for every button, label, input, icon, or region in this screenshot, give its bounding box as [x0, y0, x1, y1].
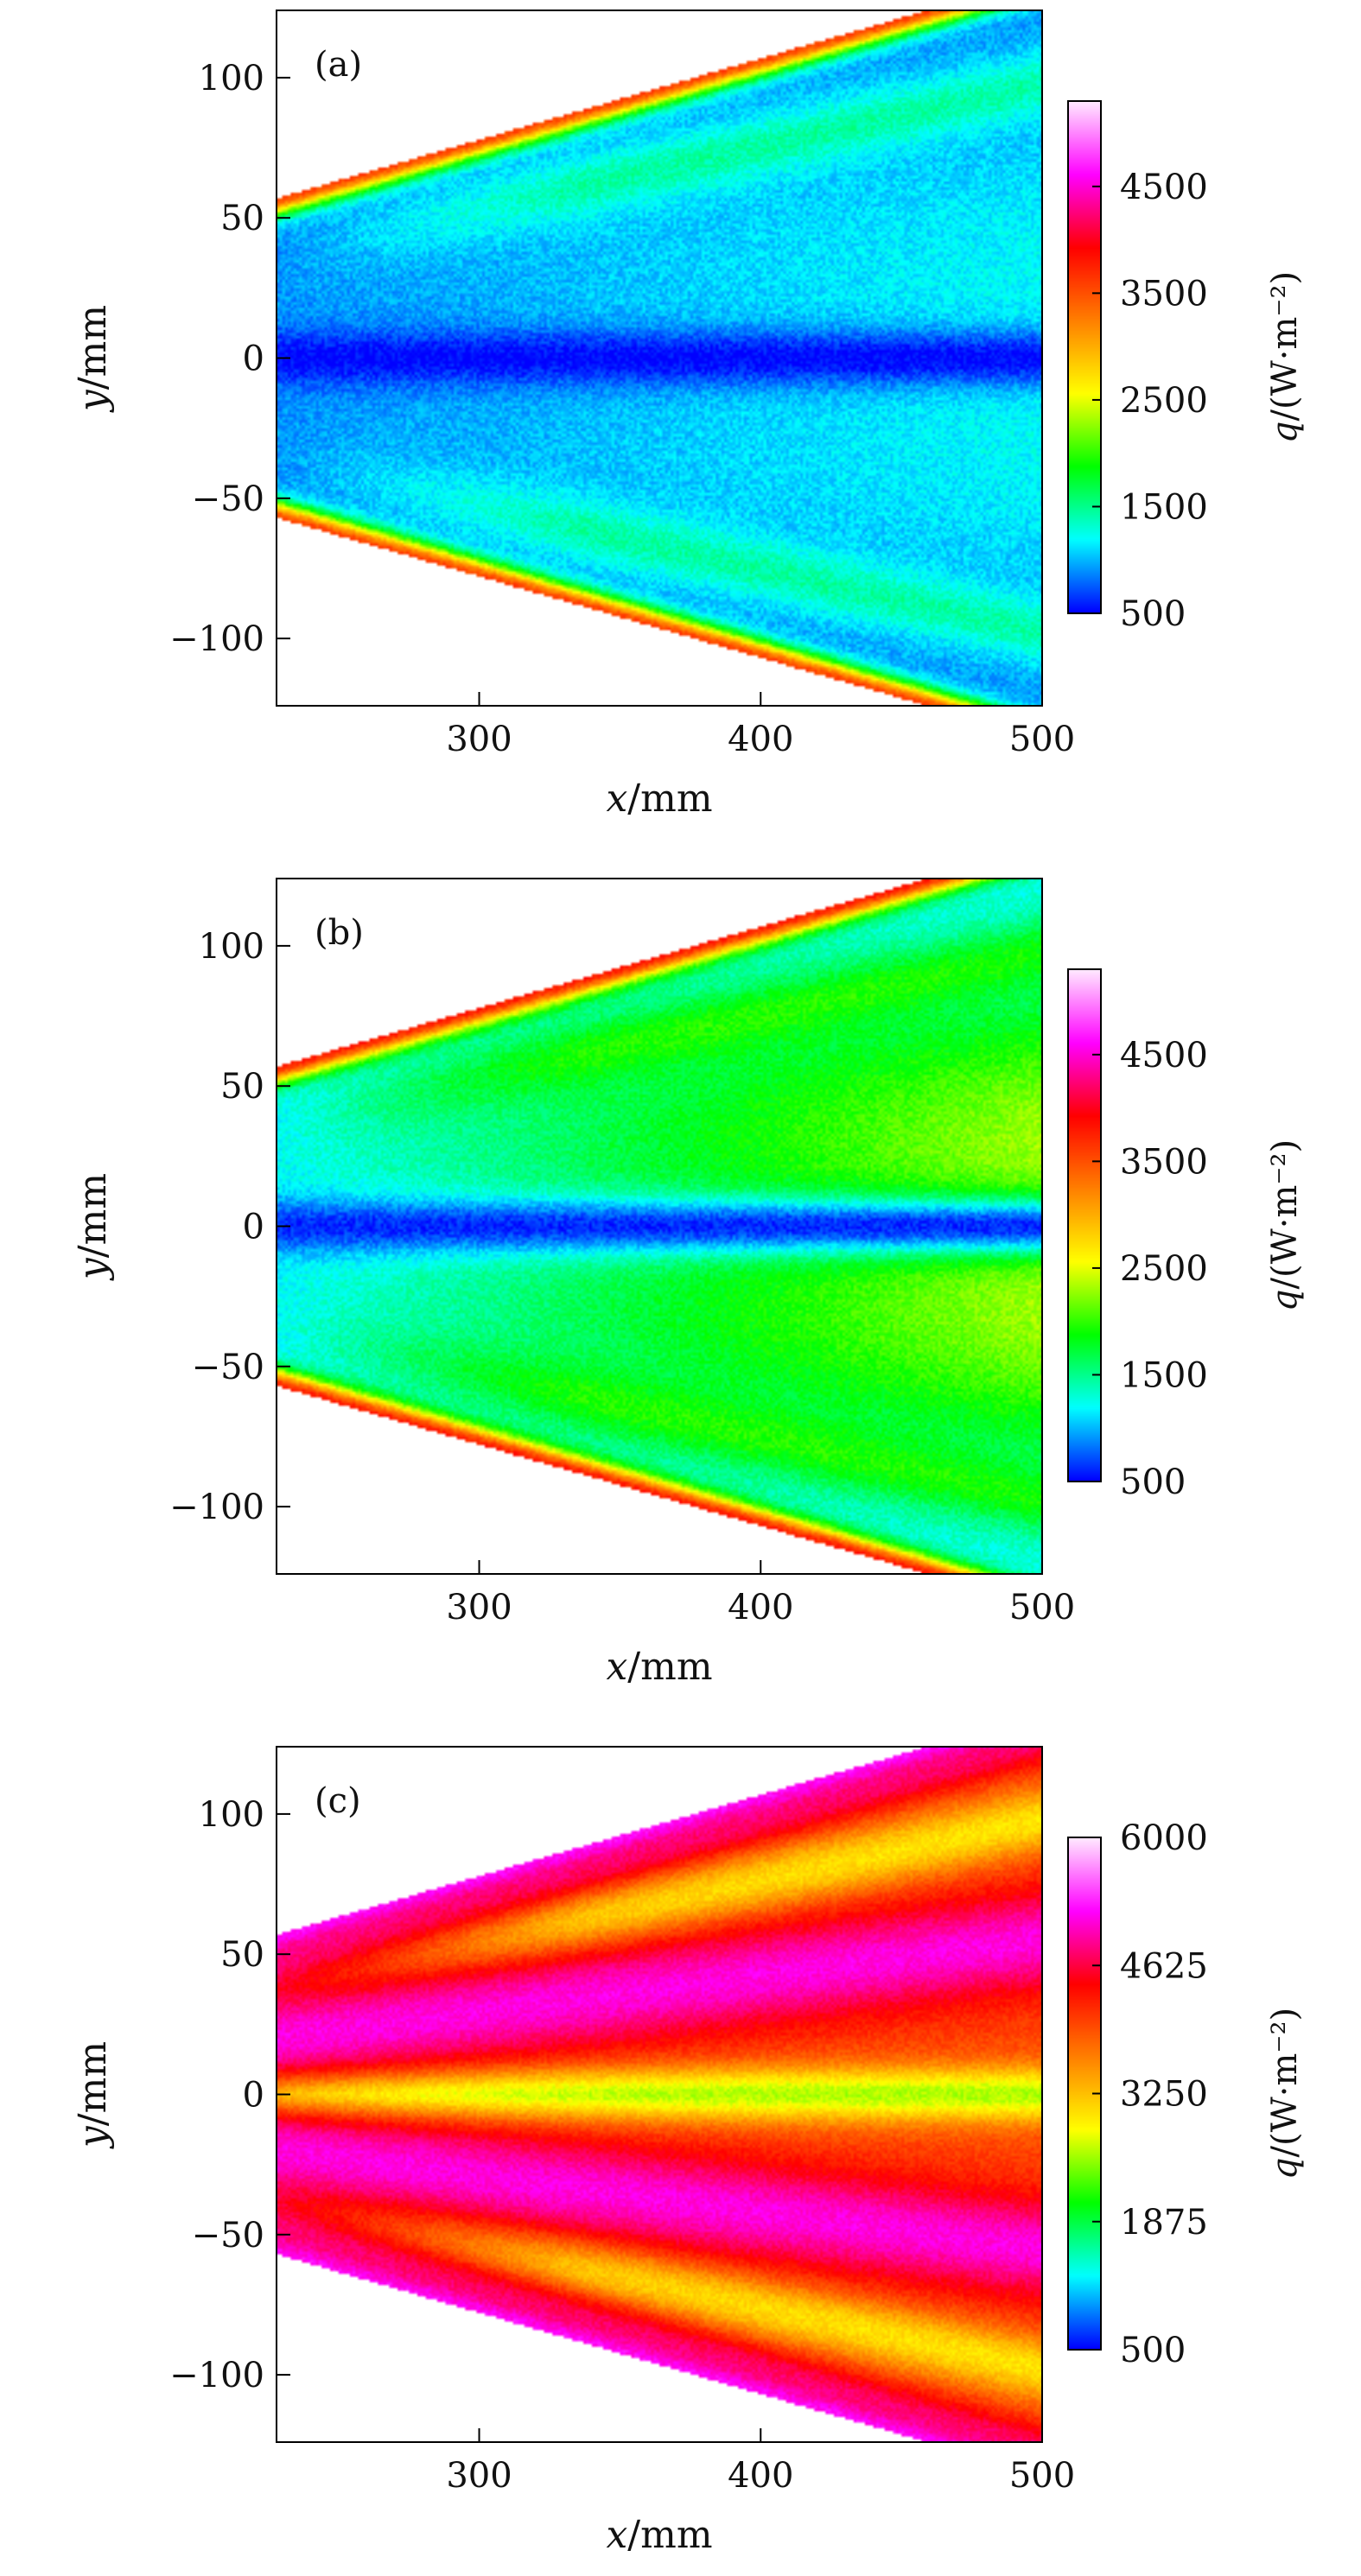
- y-tick-label: 50: [220, 1067, 264, 1107]
- colorbar-tick-label: 3500: [1120, 1142, 1208, 1182]
- y-tick-label: −50: [192, 2216, 264, 2256]
- colorbar-tick-label: 2500: [1120, 1249, 1208, 1289]
- y-axis-label: y/mm: [71, 2041, 115, 2149]
- y-tick-label: 0: [243, 2076, 264, 2116]
- x-tick-label: 500: [1009, 1588, 1075, 1627]
- colorbar-tick-label: 1875: [1120, 2203, 1208, 2243]
- y-tick-label: 0: [243, 1208, 264, 1247]
- panel-c: 300 400 500100500−50−100x/mmy/mm(c)6000462…: [71, 1746, 1305, 2557]
- x-tick-label: 300: [446, 2456, 512, 2496]
- colorbar-gradient: [1068, 101, 1101, 613]
- y-tick-label: −100: [169, 619, 264, 659]
- x-tick-label: 300: [446, 1588, 512, 1627]
- colorbar-frame: [1067, 968, 1102, 1482]
- colorbar-gradient: [1068, 969, 1101, 1482]
- colorbar-tick-label: 6000: [1120, 1818, 1208, 1858]
- y-tick-label: 0: [243, 339, 264, 379]
- colorbar-frame: [1067, 100, 1102, 614]
- panel-label: (b): [315, 913, 364, 953]
- colorbar-tick-label: 3500: [1120, 274, 1208, 314]
- panel-b: 300 400 500100500−50−100x/mmy/mm(b)4500350…: [71, 878, 1305, 1689]
- colorbar-tick-label: 2500: [1120, 381, 1208, 421]
- heatmap-field: [277, 10, 1042, 706]
- y-tick-label: 50: [220, 1935, 264, 1975]
- colorbar-tick-label: 4500: [1120, 1036, 1208, 1075]
- y-tick-label: −100: [169, 2356, 264, 2395]
- colorbar-tick-label: 1500: [1120, 1355, 1208, 1395]
- x-axis-label: x/mm: [606, 777, 712, 821]
- x-tick-label: 400: [728, 720, 793, 759]
- colorbar-tick-label: 3250: [1120, 2075, 1208, 2115]
- colorbar-label: q/(W·m⁻²): [1265, 1139, 1305, 1311]
- heatmap-field: [277, 879, 1042, 1574]
- y-tick-label: −50: [192, 479, 264, 519]
- y-tick-label: −100: [169, 1488, 264, 1527]
- y-tick-label: 100: [199, 927, 264, 967]
- y-axis-label: y/mm: [71, 1173, 115, 1281]
- colorbar-tick-label: 500: [1120, 2331, 1186, 2370]
- y-tick-label: 100: [199, 1795, 264, 1835]
- colorbar-tick-label: 1500: [1120, 487, 1208, 527]
- panel-label: (c): [315, 1781, 361, 1821]
- panel-label: (a): [315, 45, 362, 85]
- x-axis-label: x/mm: [606, 2513, 712, 2557]
- x-tick-label: 300: [446, 720, 512, 759]
- colorbar-tick-label: 500: [1120, 1462, 1186, 1502]
- heatmap-field: [277, 1747, 1042, 2442]
- x-tick-label: 400: [728, 1588, 793, 1627]
- panel-a: 300 400 500100500−50−100x/mmy/mm(a)4500350…: [71, 10, 1305, 821]
- y-tick-label: −50: [192, 1348, 264, 1387]
- colorbar-tick-label: 4625: [1120, 1946, 1208, 1986]
- y-tick-label: 100: [199, 59, 264, 98]
- colorbar-label: q/(W·m⁻²): [1265, 2008, 1305, 2179]
- y-axis-label: y/mm: [71, 305, 115, 413]
- colorbar-tick-label: 4500: [1120, 168, 1208, 207]
- x-tick-label: 400: [728, 2456, 793, 2496]
- y-tick-label: 50: [220, 199, 264, 238]
- x-axis-label: x/mm: [606, 1645, 712, 1689]
- x-tick-label: 500: [1009, 720, 1075, 759]
- colorbar-tick-label: 500: [1120, 594, 1186, 634]
- colorbar-label: q/(W·m⁻²): [1265, 271, 1305, 443]
- x-tick-label: 500: [1009, 2456, 1075, 2496]
